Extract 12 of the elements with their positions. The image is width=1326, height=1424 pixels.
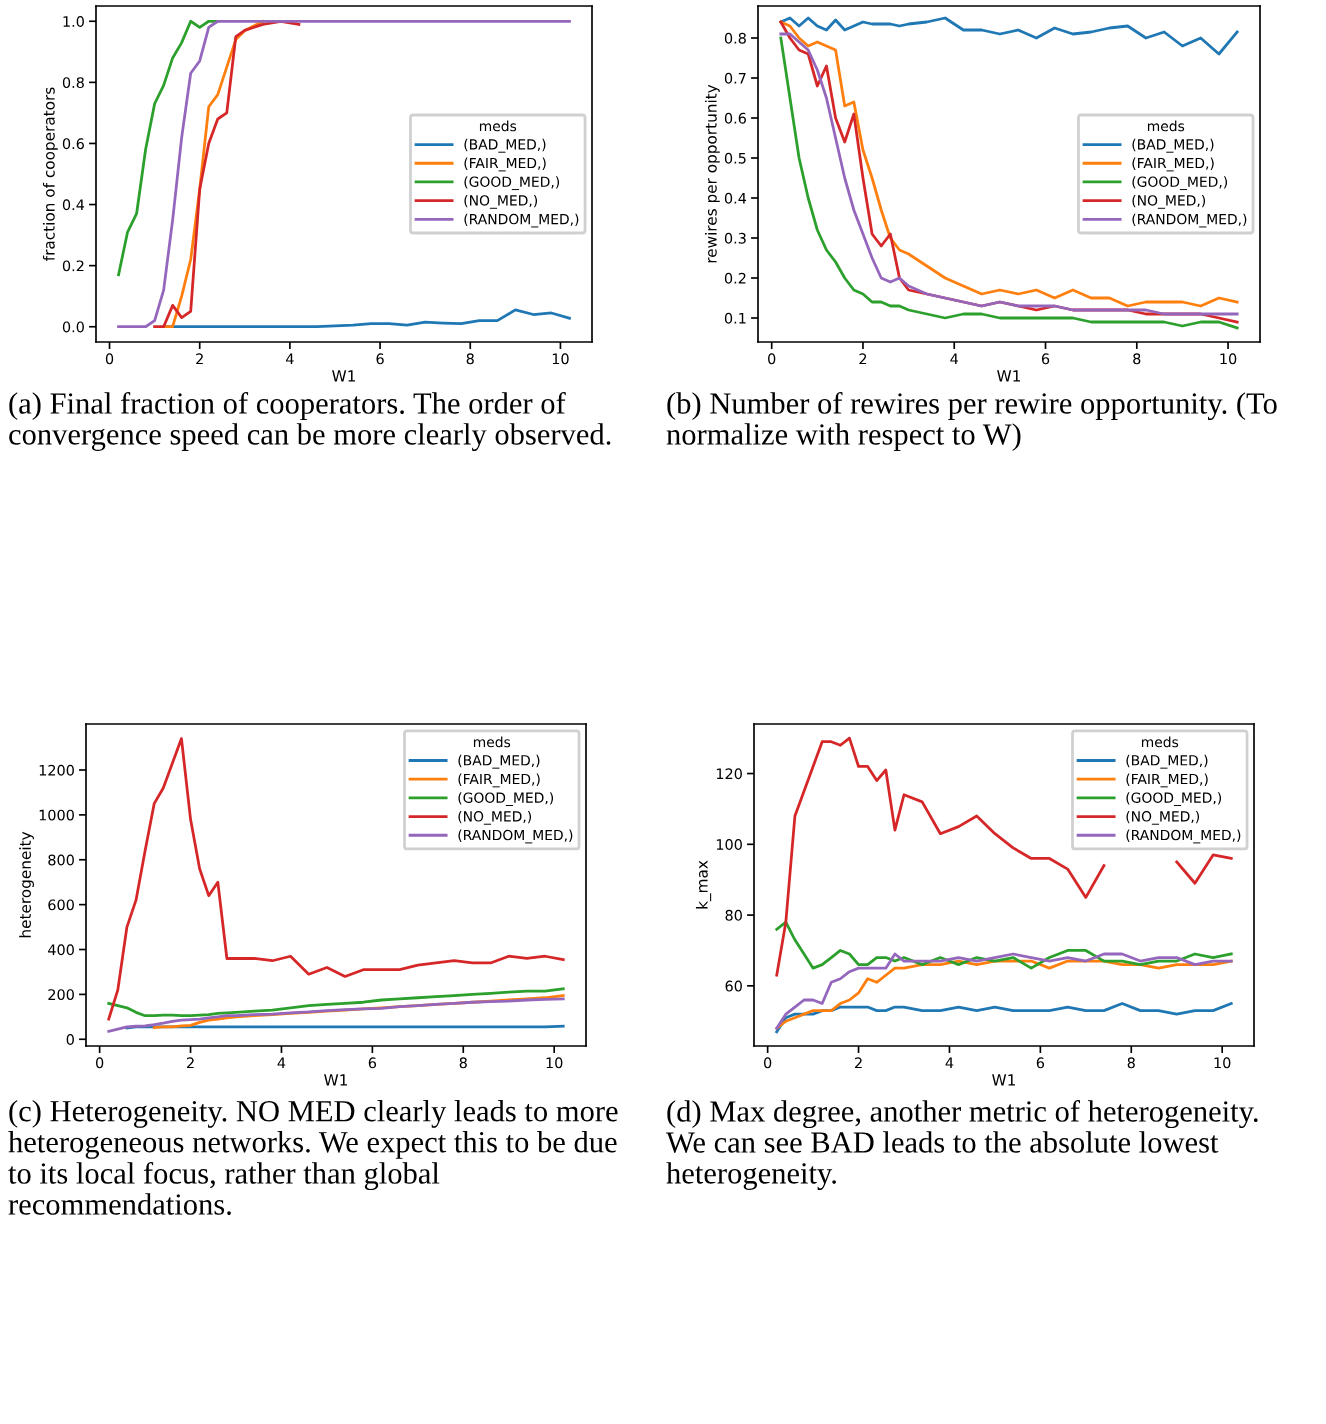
line-series — [775, 1002, 1233, 1034]
line-series — [153, 19, 301, 329]
text: (c) Heterogeneity. NO MED clearly leads to more heterogeneous networks. We expect this to be due to its local focus, rather than global recommendations. — [8, 1100, 618, 1215]
line-series — [162, 19, 265, 329]
line-series — [107, 987, 565, 1018]
line-series — [775, 920, 1233, 970]
text: (a) Final fraction of cooperators. The order of convergence speed can be more clearly observed. — [9, 392, 611, 451]
line-series — [117, 19, 220, 277]
line-series — [779, 16, 1239, 56]
text: (b) Number of rewires per rewire opportunity. (To normalize with respect to W) — [666, 392, 1277, 451]
text: (d) Max degree, another metric of heterogeneity. We can see BAD leads to the absolute lowest heterogeneity. — [666, 1100, 1258, 1190]
line-series — [107, 997, 565, 1033]
